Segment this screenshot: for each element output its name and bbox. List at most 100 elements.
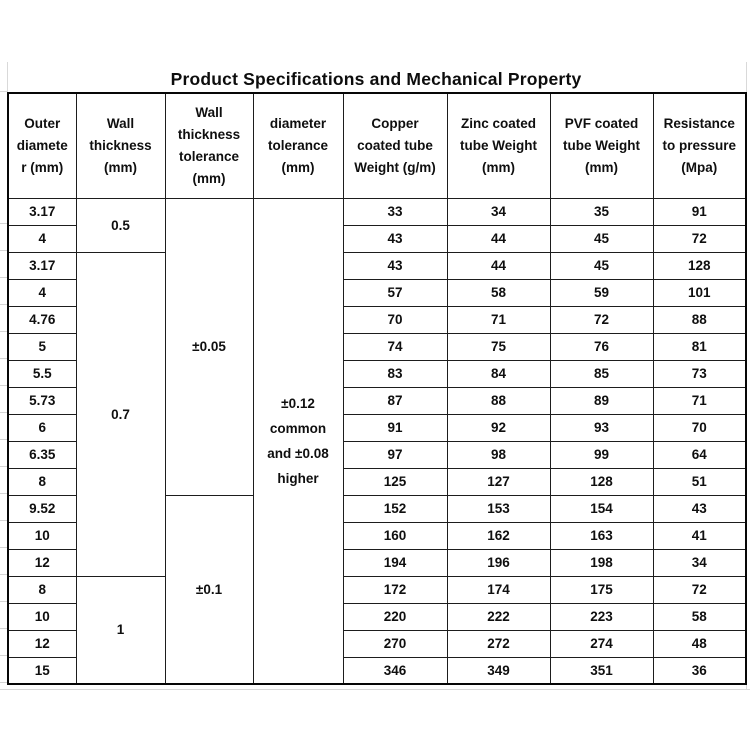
table-row: 10 220 222 223 58 — [7, 602, 747, 631]
pressure-cell: 43 — [652, 494, 747, 523]
od-cell: 5.73 — [7, 386, 77, 415]
header-wall-thickness-tolerance: Wall thickness tolerance (mm) — [164, 92, 254, 199]
pressure-cell: 72 — [652, 575, 747, 604]
header-outer-diameter: Outer diamete r (mm) — [7, 92, 77, 199]
table-row: 5.5 83 84 85 73 — [7, 359, 747, 388]
pressure-cell: 51 — [652, 467, 747, 496]
zinc-weight-cell: 272 — [446, 629, 551, 658]
zinc-weight-cell: 92 — [446, 413, 551, 442]
copper-weight-cell: 220 — [342, 602, 448, 631]
table-row: 5.73 87 88 89 71 — [7, 386, 747, 415]
od-cell: 9.52 — [7, 494, 77, 523]
copper-weight-cell: 152 — [342, 494, 448, 523]
zinc-weight-cell: 84 — [446, 359, 551, 388]
od-cell: 3.17 — [7, 197, 77, 226]
zinc-weight-cell: 162 — [446, 521, 551, 550]
zinc-weight-cell: 174 — [446, 575, 551, 604]
zinc-weight-cell: 222 — [446, 602, 551, 631]
header-wall-thickness: Wall thickness (mm) — [75, 92, 166, 199]
wall-thickness-group-cell: 0.5 — [75, 197, 166, 253]
header-resistance: Resistance to pressure (Mpa) — [652, 92, 747, 199]
pvf-weight-cell: 163 — [549, 521, 654, 550]
gridline-left-ticks — [0, 197, 7, 684]
header-zinc-weight: Zinc coated tube Weight (mm) — [446, 92, 551, 199]
copper-weight-cell: 346 — [342, 656, 448, 685]
copper-weight-cell: 270 — [342, 629, 448, 658]
pvf-weight-cell: 198 — [549, 548, 654, 577]
table-row: 8 125 127 128 51 — [7, 467, 747, 496]
od-cell: 4 — [7, 278, 77, 307]
copper-weight-cell: 33 — [342, 197, 448, 226]
pvf-weight-cell: 351 — [549, 656, 654, 685]
od-cell: 4 — [7, 224, 77, 253]
od-cell: 10 — [7, 602, 77, 631]
pvf-weight-cell: 89 — [549, 386, 654, 415]
table-row: 15 346 349 351 36 — [7, 656, 747, 685]
page-title: Product Specifications and Mechanical Pr… — [170, 69, 582, 89]
pressure-cell: 41 — [652, 521, 747, 550]
pressure-cell: 81 — [652, 332, 747, 361]
table-row: 4 43 44 45 72 — [7, 224, 747, 253]
pvf-weight-cell: 59 — [549, 278, 654, 307]
diameter-tolerance-group-cell: ±0.12 common and ±0.08 higher — [252, 197, 344, 685]
pressure-cell: 91 — [652, 197, 747, 226]
table-row: 12 194 196 198 34 — [7, 548, 747, 577]
copper-weight-cell: 43 — [342, 224, 448, 253]
gridline-top-stub — [0, 91, 7, 92]
pressure-cell: 36 — [652, 656, 747, 685]
wall-thickness-group-cell: 1 — [75, 575, 166, 685]
pvf-weight-cell: 93 — [549, 413, 654, 442]
copper-weight-cell: 125 — [342, 467, 448, 496]
pressure-cell: 88 — [652, 305, 747, 334]
table-row: 3.17 0.7 43 44 45 128 — [7, 251, 747, 577]
pressure-cell: 128 — [652, 251, 747, 280]
od-cell: 12 — [7, 629, 77, 658]
od-cell: 12 — [7, 548, 77, 577]
header-diameter-tolerance: diameter tolerance (mm) — [252, 92, 344, 199]
copper-weight-cell: 83 — [342, 359, 448, 388]
pressure-cell: 71 — [652, 386, 747, 415]
od-cell: 8 — [7, 467, 77, 496]
zinc-weight-cell: 34 — [446, 197, 551, 226]
header-pvf-weight: PVF coated tube Weight (mm) — [549, 92, 654, 199]
wall-thickness-group-cell: 0.7 — [75, 251, 166, 577]
pressure-cell: 72 — [652, 224, 747, 253]
spec-table: Outer diamete r (mm) Wall thickness (mm)… — [7, 92, 747, 685]
zinc-weight-cell: 196 — [446, 548, 551, 577]
pvf-weight-cell: 223 — [549, 602, 654, 631]
pressure-cell: 48 — [652, 629, 747, 658]
od-cell: 5.5 — [7, 359, 77, 388]
gridline-title-left — [7, 62, 8, 92]
zinc-weight-cell: 44 — [446, 224, 551, 253]
copper-weight-cell: 70 — [342, 305, 448, 334]
pvf-weight-cell: 45 — [549, 224, 654, 253]
od-cell: 8 — [7, 575, 77, 604]
copper-weight-cell: 194 — [342, 548, 448, 577]
pvf-weight-cell: 35 — [549, 197, 654, 226]
table-row: 5 74 75 76 81 — [7, 332, 747, 361]
pressure-cell: 101 — [652, 278, 747, 307]
pressure-cell: 64 — [652, 440, 747, 469]
table-row: 3.17 0.5 ±0.05 ±0.12 common and ±0.08 hi… — [7, 197, 747, 685]
copper-weight-cell: 97 — [342, 440, 448, 469]
zinc-weight-cell: 71 — [446, 305, 551, 334]
pvf-weight-cell: 45 — [549, 251, 654, 280]
zinc-weight-cell: 75 — [446, 332, 551, 361]
pressure-cell: 34 — [652, 548, 747, 577]
table-row: 6.35 97 98 99 64 — [7, 440, 747, 469]
copper-weight-cell: 160 — [342, 521, 448, 550]
pvf-weight-cell: 72 — [549, 305, 654, 334]
table-row: 9.52 ±0.1 152 153 154 43 — [7, 494, 747, 685]
pvf-weight-cell: 274 — [549, 629, 654, 658]
pvf-weight-cell: 128 — [549, 467, 654, 496]
copper-weight-cell: 172 — [342, 575, 448, 604]
pvf-weight-cell: 76 — [549, 332, 654, 361]
table-row: 8 1 172 174 175 72 — [7, 575, 747, 685]
od-cell: 10 — [7, 521, 77, 550]
zinc-weight-cell: 153 — [446, 494, 551, 523]
zinc-weight-cell: 98 — [446, 440, 551, 469]
pvf-weight-cell: 154 — [549, 494, 654, 523]
copper-weight-cell: 57 — [342, 278, 448, 307]
gridline-bottom — [0, 689, 750, 690]
pressure-cell: 70 — [652, 413, 747, 442]
